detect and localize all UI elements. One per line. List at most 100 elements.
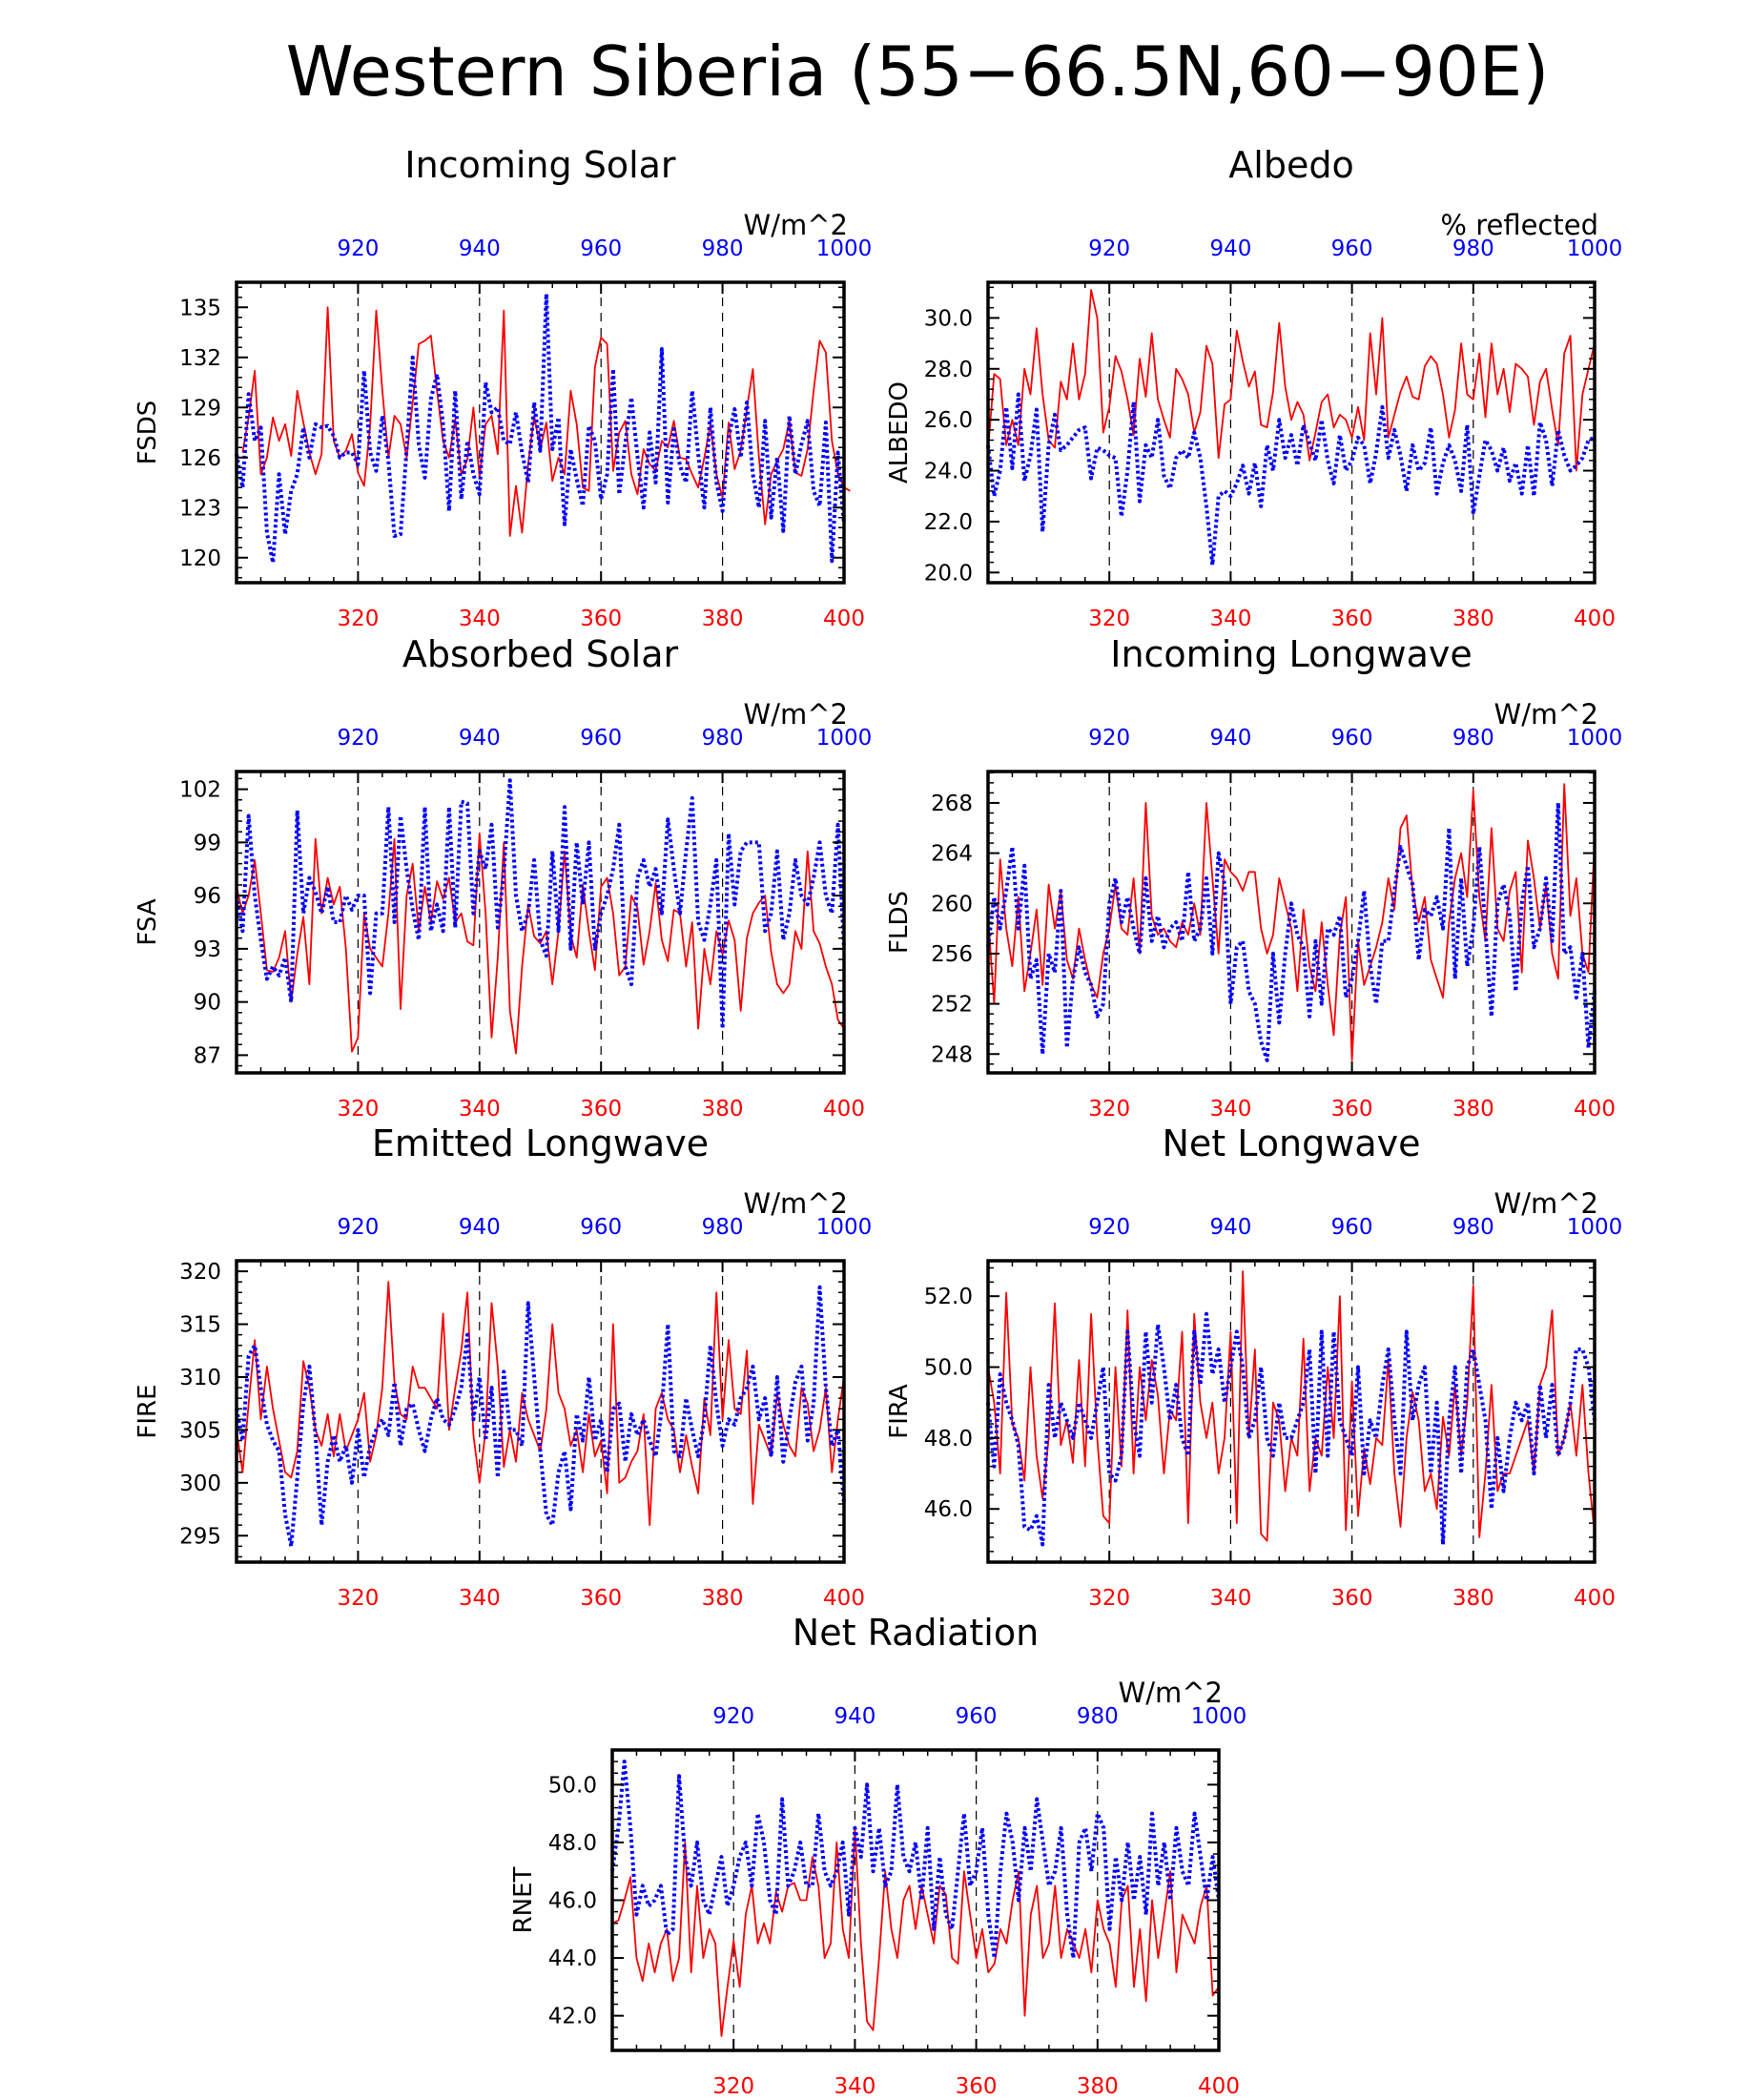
x-bottom-tick-label: 360 — [1331, 1097, 1373, 1122]
chart-panel-fire: 295 300 305 310 315 320 320 340 360 380 400 920 940 9… — [134, 1122, 872, 1611]
y-tick-label: 20.0 — [924, 561, 973, 586]
x-top-tick-label: 940 — [459, 1215, 501, 1240]
x-top-tick-label: 960 — [580, 726, 622, 751]
y-tick-label: 50.0 — [548, 1773, 597, 1798]
y-axis-label: FSA — [134, 898, 162, 945]
panel-title: Absorbed Solar — [402, 633, 679, 675]
x-bottom-tick-label: 320 — [337, 607, 379, 631]
y-axis-label: RNET — [509, 1866, 538, 1933]
panel-title: Albedo — [1228, 144, 1353, 186]
y-tick-label: 295 — [179, 1524, 221, 1549]
x-bottom-tick-label: 360 — [580, 607, 622, 631]
x-bottom-tick-label: 360 — [580, 1097, 622, 1122]
series-line-red — [611, 1826, 1220, 2037]
x-top-tick-label: 940 — [1209, 237, 1251, 261]
x-bottom-tick-label: 360 — [580, 1586, 622, 1611]
x-top-tick-label: 920 — [712, 1704, 754, 1729]
chart-panel-fsds: 120 123 126 129 132 135 320 340 360 380 400 920 940 9… — [134, 144, 872, 631]
x-top-tick-label: 920 — [337, 726, 379, 751]
y-tick-label: 26.0 — [924, 408, 973, 433]
y-tick-label: 99 — [194, 831, 221, 855]
x-top-tick-label: 1000 — [1567, 1215, 1623, 1240]
y-tick-label: 102 — [179, 778, 221, 803]
x-bottom-tick-label: 340 — [1209, 607, 1251, 631]
x-bottom-tick-label: 340 — [1209, 1586, 1251, 1611]
y-tick-label: 42.0 — [548, 2005, 597, 2029]
x-top-tick-label: 940 — [834, 1704, 876, 1729]
x-bottom-tick-label: 380 — [702, 1586, 744, 1611]
y-tick-label: 310 — [179, 1366, 221, 1390]
series-line-red — [241, 306, 851, 537]
units-label: W/m^2 — [744, 1187, 848, 1220]
x-bottom-tick-label: 340 — [834, 2074, 876, 2099]
x-bottom-tick-label: 360 — [1331, 607, 1373, 631]
x-top-tick-label: 980 — [1452, 726, 1494, 751]
plot-frame — [235, 770, 846, 1075]
x-bottom-tick-label: 320 — [337, 1586, 379, 1611]
x-bottom-tick-label: 320 — [337, 1097, 379, 1122]
y-tick-label: 320 — [179, 1260, 221, 1285]
series-line-blue — [986, 800, 1596, 1062]
x-bottom-tick-label: 320 — [1088, 1586, 1130, 1611]
units-label: W/m^2 — [744, 209, 848, 241]
x-bottom-tick-label: 380 — [1452, 607, 1494, 631]
y-tick-label: 268 — [931, 792, 973, 816]
y-axis-label: FIRA — [885, 1384, 914, 1439]
x-bottom-tick-label: 320 — [1088, 607, 1130, 631]
y-tick-label: 87 — [194, 1043, 221, 1068]
x-bottom-tick-label: 400 — [1198, 2074, 1240, 2099]
x-top-tick-label: 1000 — [1567, 237, 1623, 261]
x-top-tick-label: 940 — [1209, 726, 1251, 751]
panel-title: Incoming Solar — [404, 144, 676, 186]
x-bottom-tick-label: 340 — [459, 1097, 501, 1122]
chart-panel-rnet: 42.0 44.0 46.0 48.0 50.0 320 340 360 380 400 920 94… — [509, 1612, 1246, 2099]
series-line-blue — [610, 1760, 1221, 1961]
x-top-tick-label: 940 — [1209, 1215, 1251, 1240]
y-tick-label: 44.0 — [548, 1946, 597, 1971]
series-line-red — [987, 783, 1596, 1061]
y-tick-label: 28.0 — [924, 358, 973, 382]
chart-panels: 120 123 126 129 132 135 320 340 360 380 400 920 940 9… — [134, 144, 1622, 2099]
series-line-blue — [235, 292, 846, 565]
y-tick-label: 30.0 — [924, 306, 973, 331]
y-tick-label: 132 — [179, 346, 221, 371]
x-bottom-tick-label: 320 — [712, 2074, 754, 2099]
x-top-tick-label: 1000 — [1191, 1704, 1247, 1729]
y-tick-label: 24.0 — [924, 460, 973, 484]
panel-title: Net Longwave — [1163, 1122, 1421, 1164]
chart-panel-fsa: 87 90 93 96 99 102 320 340 360 380 400 920 940 960 980… — [134, 633, 872, 1122]
x-top-tick-label: 920 — [337, 1215, 379, 1240]
x-bottom-tick-label: 380 — [1452, 1586, 1494, 1611]
chart-panel-fira: 46.0 48.0 50.0 52.0 320 340 360 380 400 920 940 960… — [885, 1122, 1622, 1611]
x-top-tick-label: 940 — [459, 726, 501, 751]
y-tick-label: 135 — [179, 296, 221, 320]
x-bottom-tick-label: 400 — [823, 607, 865, 631]
y-tick-label: 93 — [194, 937, 221, 962]
series-line-red — [987, 289, 1596, 472]
series-line-blue — [986, 392, 1596, 567]
panel-title: Incoming Longwave — [1110, 633, 1472, 675]
x-top-tick-label: 960 — [956, 1704, 998, 1729]
y-axis-label: ALBEDO — [885, 381, 914, 484]
y-tick-label: 305 — [179, 1418, 221, 1443]
y-tick-label: 96 — [194, 884, 221, 909]
y-tick-label: 260 — [931, 892, 973, 916]
y-tick-label: 46.0 — [924, 1497, 973, 1522]
y-tick-label: 50.0 — [924, 1356, 973, 1381]
x-bottom-tick-label: 400 — [1574, 607, 1616, 631]
units-label: W/m^2 — [744, 698, 848, 731]
x-top-tick-label: 1000 — [1567, 726, 1623, 751]
plot-frame — [986, 770, 1596, 1075]
x-top-tick-label: 1000 — [816, 237, 873, 261]
x-top-tick-label: 980 — [1452, 1215, 1494, 1240]
y-tick-label: 90 — [194, 991, 221, 1016]
x-top-tick-label: 940 — [459, 237, 501, 261]
x-bottom-tick-label: 380 — [1077, 2074, 1119, 2099]
plot-frame — [235, 280, 846, 585]
units-label: W/m^2 — [1494, 1187, 1598, 1220]
units-label: W/m^2 — [1119, 1677, 1223, 1709]
x-top-tick-label: 980 — [702, 726, 744, 751]
x-top-tick-label: 920 — [1088, 1215, 1130, 1240]
